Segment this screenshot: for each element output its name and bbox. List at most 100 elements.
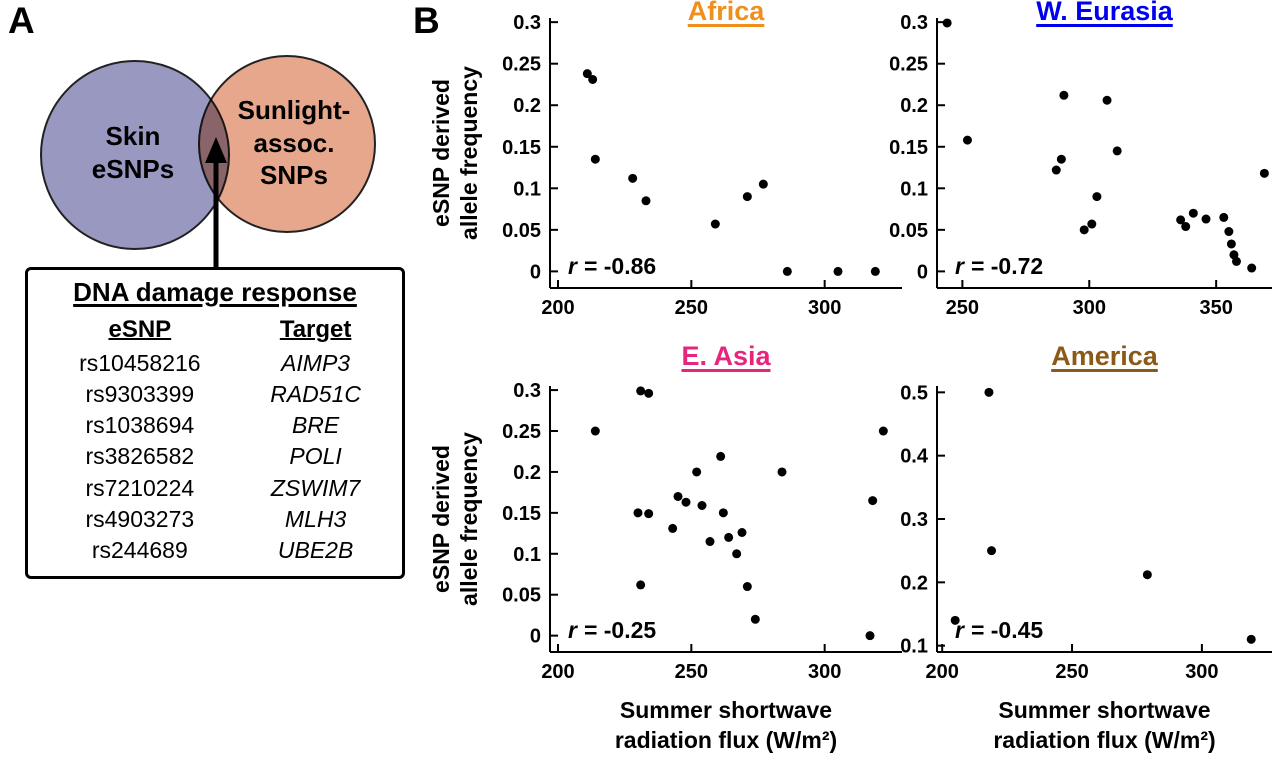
esnp-table-row: rs3826582 POLI bbox=[39, 441, 391, 472]
data-point bbox=[1181, 222, 1191, 232]
data-point bbox=[1087, 219, 1097, 229]
esnp-table-row: rs1038694 BRE bbox=[39, 410, 391, 441]
data-point bbox=[865, 631, 875, 641]
x-axis-label-e-asia: Summer shortwave radiation flux (W/m²) bbox=[614, 697, 838, 753]
correlation-label: r = -0.25 bbox=[568, 617, 656, 643]
data-point bbox=[1188, 208, 1198, 218]
data-point bbox=[950, 615, 960, 625]
data-point bbox=[833, 266, 843, 276]
y-tick-label: 0.1 bbox=[900, 636, 928, 658]
x-axis-ticks: 200 250 300 bbox=[926, 644, 1219, 683]
plot-title-america: America bbox=[1051, 341, 1158, 371]
target-gene-cell: AIMP3 bbox=[281, 350, 351, 376]
data-points bbox=[950, 387, 1256, 644]
target-gene-cell: RAD51C bbox=[270, 381, 361, 408]
plot-title-e-asia: E. Asia bbox=[681, 341, 771, 371]
data-points bbox=[942, 18, 1269, 273]
y-tick-label: 0.3 bbox=[900, 509, 928, 531]
y-tick-label: 0.25 bbox=[502, 421, 541, 443]
panel-b-label: B bbox=[413, 0, 440, 41]
data-point bbox=[692, 467, 702, 477]
y-tick-label: 0.25 bbox=[502, 54, 541, 76]
x-tick-label: 300 bbox=[1185, 661, 1218, 683]
data-point bbox=[1201, 214, 1211, 224]
esnp-table-row: rs10458216 AIMP3 bbox=[39, 348, 391, 379]
data-point bbox=[1246, 634, 1256, 644]
esnp-id-cell: rs244689 bbox=[91, 536, 188, 563]
subplot-america: America 200 250 300 0.1 0.2 0.3 0.4 0.5 r = -0.45… bbox=[868, 341, 1280, 756]
data-point bbox=[718, 508, 728, 518]
y-axis-ticks: 0.1 0.2 0.3 0.4 0.5 bbox=[900, 382, 945, 658]
data-point bbox=[1247, 263, 1257, 273]
y-tick-label: 0.15 bbox=[502, 137, 541, 159]
data-point bbox=[697, 500, 707, 510]
esnp-id-cell: rs1038694 bbox=[85, 412, 195, 439]
y-tick-label: 0.15 bbox=[889, 137, 928, 159]
data-point bbox=[1226, 239, 1236, 249]
scatter-plot-america: 200 250 300 0.1 0.2 0.3 0.4 0.5 r = -0.45 bbox=[900, 382, 1272, 683]
data-point bbox=[588, 74, 598, 84]
y-tick-label: 0.3 bbox=[513, 12, 541, 34]
x-tick-label: 250 bbox=[675, 297, 708, 319]
panel-a-label: A bbox=[8, 0, 35, 41]
scatter-plot-w-eurasia: 250 300 350 0 0.05 0.1 0.15 0.2 0.25 0.3 r = -0.72 bbox=[889, 12, 1272, 319]
data-point bbox=[870, 266, 880, 276]
x-axis-ticks: 200 250 300 bbox=[541, 280, 841, 319]
y-tick-label: 0.05 bbox=[889, 220, 928, 242]
y-tick-label: 0.4 bbox=[900, 446, 929, 468]
data-point bbox=[1112, 146, 1122, 156]
data-point bbox=[1092, 192, 1102, 202]
data-point bbox=[1056, 154, 1066, 164]
data-point bbox=[742, 582, 752, 592]
axes bbox=[936, 18, 1272, 289]
x-tick-label: 200 bbox=[541, 297, 574, 319]
esnp-column-header: eSNP bbox=[108, 316, 172, 343]
data-point bbox=[732, 549, 742, 559]
data-point bbox=[987, 546, 997, 556]
y-tick-label: 0.1 bbox=[513, 178, 541, 200]
esnp-table-body: rs10458216 AIMP3 rs9303399 RAD51C rs1038694 B… bbox=[39, 348, 391, 566]
data-point bbox=[962, 135, 972, 145]
esnp-table-row: rs9303399 RAD51C bbox=[39, 379, 391, 410]
y-tick-label: 0.15 bbox=[502, 503, 541, 525]
y-tick-label: 0.2 bbox=[513, 95, 541, 117]
data-point bbox=[673, 491, 683, 501]
data-point bbox=[782, 266, 792, 276]
data-point bbox=[1224, 227, 1234, 237]
data-point bbox=[984, 387, 994, 397]
y-tick-label: 0.05 bbox=[502, 220, 541, 242]
y-axis-label-top-row: eSNP derived allele frequency bbox=[428, 66, 483, 240]
esnp-id-cell: rs3826582 bbox=[85, 443, 195, 470]
y-tick-label: 0.2 bbox=[513, 462, 541, 484]
data-point bbox=[668, 523, 678, 533]
data-point bbox=[1259, 168, 1269, 178]
plot-title-africa: Africa bbox=[687, 0, 765, 26]
plot-title-w-eurasia: W. Eurasia bbox=[1036, 0, 1173, 26]
data-point bbox=[1231, 256, 1241, 266]
x-tick-label: 350 bbox=[1199, 297, 1232, 319]
data-point bbox=[1176, 215, 1186, 225]
y-tick-label: 0 bbox=[530, 626, 541, 648]
data-point bbox=[636, 580, 646, 590]
dna-box-title: DNA damage response bbox=[73, 277, 357, 307]
y-tick-label: 0.05 bbox=[502, 585, 541, 607]
y-tick-label: 0.1 bbox=[513, 544, 541, 566]
target-gene-cell: ZSWIM7 bbox=[270, 474, 361, 501]
subplot-easia: E. Asia 200 250 300 0 0.05 0.1 0.15 0.2 0.25 0.3 r… bbox=[488, 341, 912, 756]
esnp-id-cell: rs10458216 bbox=[79, 350, 201, 376]
data-point bbox=[750, 614, 760, 624]
y-tick-label: 0.3 bbox=[513, 380, 541, 402]
target-gene-cell: POLI bbox=[289, 443, 342, 470]
y-axis-label-bottom-row: eSNP derived allele frequency bbox=[428, 432, 483, 606]
x-tick-label: 200 bbox=[541, 661, 574, 683]
target-gene-cell: MLH3 bbox=[284, 505, 347, 532]
data-point bbox=[681, 497, 691, 507]
venn-label-sunlight-snps: Sunlight- assoc. SNPs bbox=[237, 95, 351, 190]
data-point bbox=[777, 467, 787, 477]
venn-circle-sunlight-snps bbox=[198, 55, 376, 233]
esnp-id-cell: rs4903273 bbox=[85, 505, 195, 532]
data-points bbox=[582, 69, 880, 276]
x-tick-label: 300 bbox=[1073, 297, 1106, 319]
x-tick-label: 300 bbox=[808, 297, 841, 319]
subplot-africa: Africa 200 250 300 0 0.05 0.1 0.15 0.2 0.25 0.3 r =… bbox=[488, 0, 912, 330]
